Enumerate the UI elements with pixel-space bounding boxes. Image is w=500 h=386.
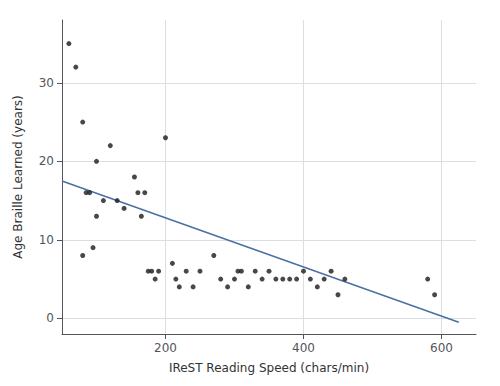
svg-text:200: 200 [154, 341, 177, 355]
svg-text:400: 400 [292, 341, 315, 355]
svg-text:0: 0 [46, 311, 54, 325]
svg-text:600: 600 [430, 341, 453, 355]
svg-text:20: 20 [39, 154, 54, 168]
svg-text:30: 30 [39, 76, 54, 90]
svg-text:IReST Reading Speed (chars/min: IReST Reading Speed (chars/min) [169, 361, 369, 375]
svg-text:10: 10 [39, 233, 54, 247]
svg-text:Age Braille Learned (years): Age Braille Learned (years) [11, 95, 25, 258]
